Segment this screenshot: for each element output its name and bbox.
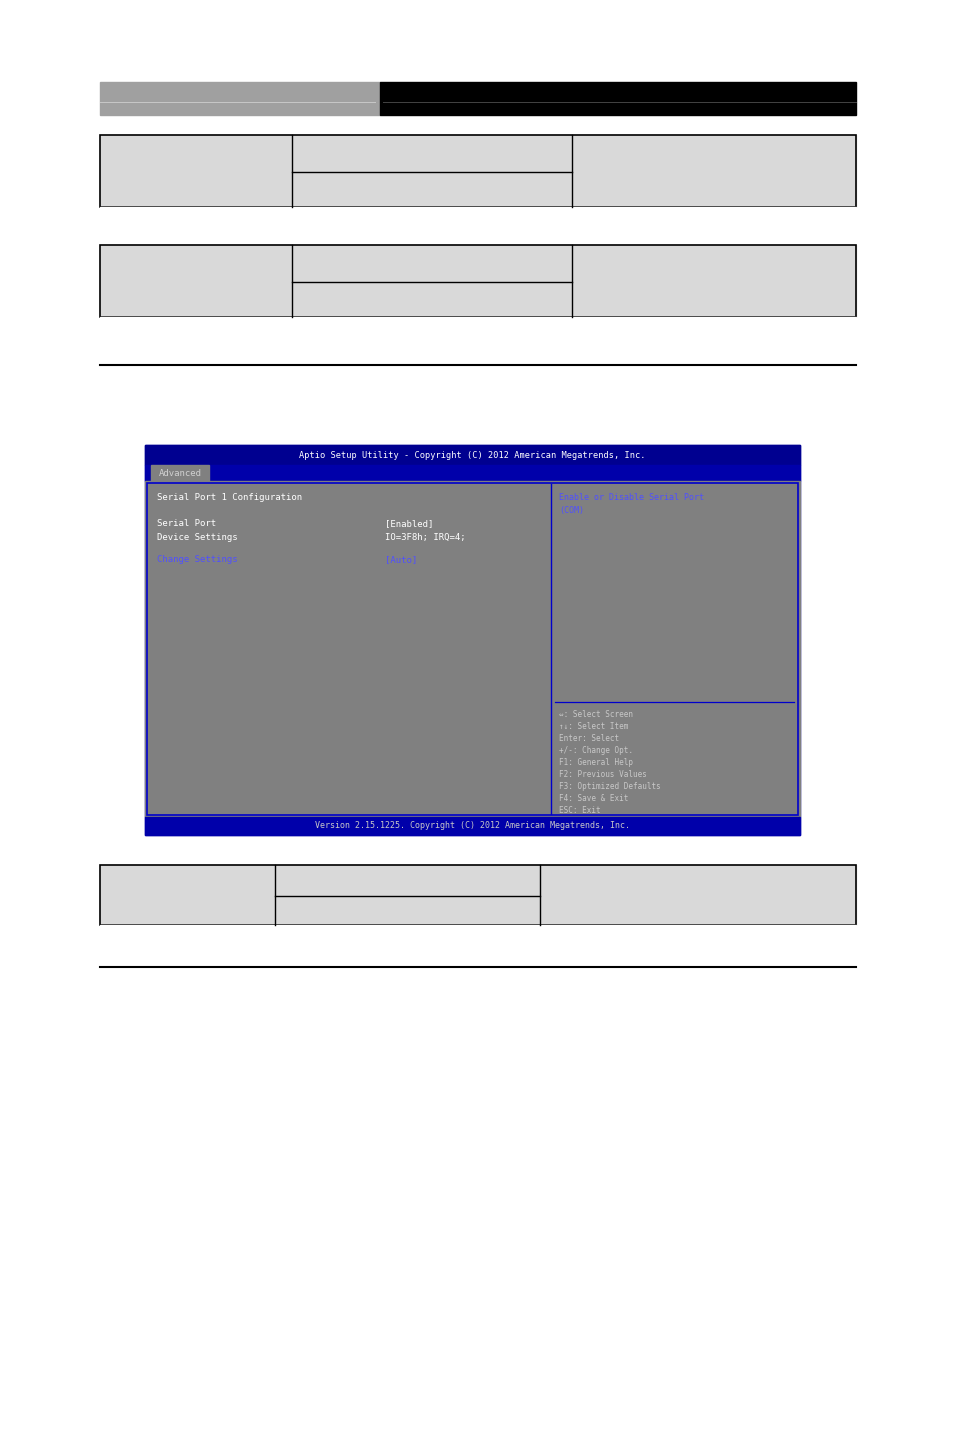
Bar [100, 135, 292, 206]
Bar [572, 135, 855, 206]
Bar [100, 865, 855, 925]
Bar [292, 135, 572, 206]
Bar [100, 245, 292, 317]
Text: Advanced: Advanced [158, 469, 201, 478]
Bar [292, 245, 572, 317]
Text: Version 2.15.1225. Copyright (C) 2012 American Megatrends, Inc.: Version 2.15.1225. Copyright (C) 2012 Am… [314, 822, 629, 830]
Bar [145, 445, 800, 465]
Bar [100, 925, 855, 955]
Bar [572, 245, 855, 317]
Text: (COM): (COM) [558, 506, 583, 515]
Text: Device Settings: Device Settings [157, 533, 237, 542]
Bar [151, 465, 209, 480]
Bar [100, 82, 379, 115]
Bar [100, 206, 855, 245]
Text: [Auto]: [Auto] [385, 555, 416, 564]
Text: Enable or Disable Serial Port: Enable or Disable Serial Port [558, 493, 703, 502]
Text: Change Settings: Change Settings [157, 555, 237, 564]
Text: +/-: Change Opt.: +/-: Change Opt. [558, 746, 633, 754]
Text: F3: Optimized Defaults: F3: Optimized Defaults [558, 782, 660, 792]
Text: Enter: Select: Enter: Select [558, 734, 618, 743]
Bar [539, 865, 855, 925]
Text: IO=3F8h; IRQ=4;: IO=3F8h; IRQ=4; [385, 533, 465, 542]
Bar [145, 817, 800, 835]
Text: Serial Port: Serial Port [157, 519, 216, 528]
Bar [100, 317, 855, 356]
Text: F4: Save & Exit: F4: Save & Exit [558, 794, 628, 803]
Text: [Enabled]: [Enabled] [385, 519, 433, 528]
Text: ⇔: Select Screen: ⇔: Select Screen [558, 710, 633, 718]
Text: Serial Port 1 Configuration: Serial Port 1 Configuration [157, 493, 302, 502]
Bar [274, 865, 539, 925]
Bar [145, 465, 800, 480]
Text: F1: General Help: F1: General Help [558, 759, 633, 767]
Text: ESC: Exit: ESC: Exit [558, 806, 600, 815]
Bar [147, 483, 797, 815]
Bar [100, 245, 855, 317]
Bar [145, 445, 800, 835]
Bar [100, 135, 855, 206]
Bar [100, 865, 274, 925]
Text: F2: Previous Values: F2: Previous Values [558, 770, 646, 779]
Bar [379, 82, 855, 115]
Text: Aptio Setup Utility - Copyright (C) 2012 American Megatrends, Inc.: Aptio Setup Utility - Copyright (C) 2012… [299, 450, 645, 459]
Text: ↑↓: Select Item: ↑↓: Select Item [558, 721, 628, 731]
Bar [145, 480, 800, 817]
